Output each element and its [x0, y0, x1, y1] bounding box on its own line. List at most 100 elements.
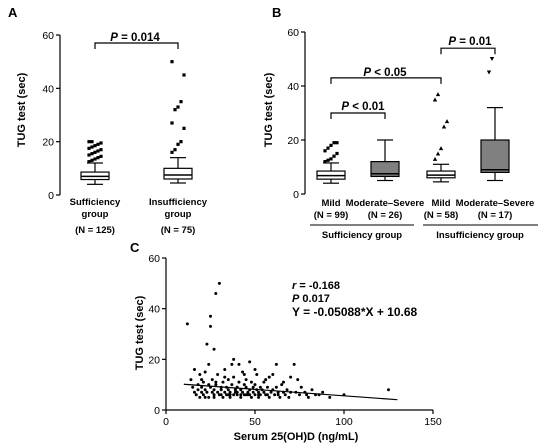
panel-c-point — [198, 373, 202, 377]
panel-c-point — [221, 395, 225, 399]
panel-c-chart: TUG test (sec) Serum 25(OH)D (ng/mL) 0 20… — [134, 253, 442, 443]
panel-b-ylabel: TUG test (sec) — [263, 72, 275, 147]
panel-c-point — [289, 375, 293, 379]
panel-c-point — [267, 395, 271, 399]
panel-c-point — [216, 373, 220, 377]
panel-c-point — [191, 385, 195, 389]
panel-c-point — [214, 383, 218, 387]
panel-a-chart: TUG test (sec) 0 20 40 60 P = 0.014 Suffici… — [16, 30, 208, 236]
panel-c-point — [281, 380, 285, 384]
panel-c-point — [283, 393, 287, 397]
panel-a-y-tick-label: 0 — [48, 190, 54, 202]
panel-a-box-2-outlier — [182, 126, 186, 130]
panel-b-pvalue-1: P < 0.01 — [341, 101, 385, 113]
panel-c-point — [210, 390, 214, 394]
panel-c-point — [285, 388, 289, 392]
panel-c-point — [189, 378, 193, 382]
panel-a-box-1-outlier — [87, 140, 91, 144]
panel-a-box-2-outlier — [170, 150, 174, 154]
panel-b-cat-2-line1: Moderate–Severe — [346, 198, 425, 209]
panel-b-group-2-label: Insufficiency group — [436, 230, 524, 241]
panel-b-box-3-outlier — [444, 119, 450, 124]
panel-c-point — [257, 390, 261, 394]
panel-c-point — [210, 378, 214, 382]
panel-c-point — [217, 281, 221, 285]
panel-a-cat-2-line1: Insufficiency — [149, 197, 208, 208]
panel-c-r-rest: = -0.168 — [296, 280, 340, 292]
panel-c-point — [219, 388, 223, 392]
panel-a-box-1-outlier — [99, 141, 103, 145]
panel-a-cat-1-line3: (N = 125) — [75, 225, 115, 236]
panel-a-box-2-outlier — [170, 60, 174, 64]
panel-c-point — [201, 393, 205, 397]
panel-b-box-3-outlier — [435, 92, 441, 97]
panel-c-point — [310, 388, 314, 392]
panel-c-point — [251, 385, 255, 389]
panel-a-cat-2-line3: (N = 75) — [161, 225, 196, 236]
panel-a-box-2-outlier — [173, 148, 177, 152]
panel-c-x-tick-label: 0 — [163, 416, 169, 428]
panel-c-point — [226, 388, 230, 392]
panel-b-cat-3-line2: (N = 58) — [424, 210, 459, 221]
panel-c-point — [209, 314, 212, 318]
panel-c-x-tick-label: 150 — [424, 416, 442, 428]
panel-c-point — [214, 380, 218, 384]
panel-c-point — [253, 383, 257, 387]
panel-b-box-2-box — [370, 161, 400, 178]
panel-b-cat-3-line1: Mild — [432, 198, 451, 209]
panel-a-box-1-outlier — [87, 153, 91, 157]
panel-c-point — [276, 393, 280, 397]
panel-c-point — [192, 367, 196, 371]
panel-a-cat-1-line2: group — [82, 209, 109, 220]
panel-c-point — [274, 362, 278, 366]
panel-a-y-tick-label: 40 — [42, 83, 54, 95]
panel-b-box-1-outlier — [329, 157, 333, 161]
panel-b-box-4-outlier — [489, 57, 495, 61]
panel-c-regression-line — [183, 383, 398, 401]
panel-b-box-1-outlier — [332, 154, 336, 158]
panel-c-point — [257, 395, 261, 399]
panel-a-y-tick-label: 60 — [42, 30, 54, 42]
panel-b-p2-symbol: P — [363, 67, 371, 79]
panel-b-cat-4-line2: (N = 17) — [478, 210, 513, 221]
panel-c-point — [200, 390, 204, 394]
panel-a-box-1-outlier — [99, 148, 103, 152]
panel-a-box-2-outlier — [176, 105, 180, 109]
panel-a-box-1-outlier — [87, 146, 91, 150]
panel-c-point — [194, 393, 198, 397]
panel-b-box-3-outlier — [432, 156, 438, 161]
panel-b-box-1-outlier — [335, 141, 339, 145]
panel-c-point — [200, 385, 204, 389]
panel-b-bracket-3 — [440, 47, 496, 55]
panel-a-bracket — [94, 42, 179, 49]
panel-a-box-2-outlier — [182, 73, 186, 77]
panel-a-box-1-outlier — [90, 140, 94, 144]
panel-c-point — [207, 362, 211, 366]
panel-b-box-1-outlier — [323, 149, 327, 153]
panel-b-box-1-outlier — [326, 158, 330, 162]
panel-c-point — [255, 373, 259, 377]
panel-a-box-1-outlier — [93, 144, 97, 148]
panel-c-point — [244, 393, 248, 397]
panel-b-box-1-outlier — [332, 141, 336, 145]
panel-b-box-1-outlier — [326, 146, 330, 150]
panel-c-point — [205, 342, 209, 346]
panel-b-p1-rest: < 0.01 — [349, 101, 385, 113]
panel-c-point — [237, 362, 241, 366]
panel-c-point — [265, 385, 269, 389]
panel-c-point — [192, 390, 196, 394]
panel-a-box-1-outlier — [96, 142, 100, 146]
panel-c-y-tick-label: 60 — [148, 253, 160, 265]
panel-c-point — [241, 370, 245, 374]
panel-b-box-3-outlier — [435, 151, 441, 156]
panel-b-chart: TUG test (sec) 0 20 40 60 P < 0.01 P < 0.05… — [263, 27, 538, 241]
panel-b-cat-2-line2: (N = 26) — [368, 210, 403, 221]
panel-c-point — [221, 380, 225, 384]
panel-label-a: A — [8, 5, 18, 20]
panel-a-p-symbol: P — [110, 32, 118, 44]
panel-c-point — [239, 395, 243, 399]
panel-c-point — [214, 291, 218, 295]
panel-c-point — [232, 393, 236, 397]
panel-a-box-1-outlier — [96, 149, 100, 153]
panel-c-point — [321, 390, 325, 394]
